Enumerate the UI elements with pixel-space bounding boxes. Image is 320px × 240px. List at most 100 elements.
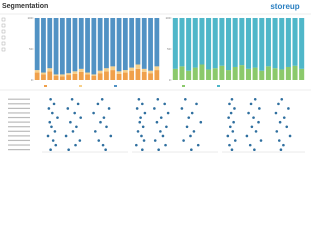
dot [69, 120, 72, 124]
bar-segment [245, 68, 252, 80]
bar-segment [186, 70, 192, 80]
bar-segment [192, 18, 198, 68]
dot [74, 143, 77, 147]
dot [102, 116, 106, 119]
dot [139, 116, 142, 119]
dot [277, 139, 281, 142]
bar-segment [53, 75, 59, 80]
dot [64, 134, 68, 138]
dot [184, 97, 187, 101]
bar-segment [129, 67, 135, 71]
dot [254, 130, 258, 133]
checkbox[interactable] [1, 35, 6, 40]
y-tick-label: 50 [29, 47, 33, 51]
bar-segment [206, 69, 212, 80]
dot [79, 116, 82, 119]
bar-segment [219, 65, 225, 80]
dot [253, 97, 257, 101]
row-label-placeholder [8, 112, 30, 114]
bar-segment [59, 76, 65, 80]
dot [245, 134, 249, 138]
dot [229, 111, 233, 115]
dot [153, 107, 156, 110]
legend-swatch [44, 85, 47, 87]
y-tick-label: 0 [31, 78, 33, 82]
bar-segment [135, 18, 141, 65]
dot [232, 120, 235, 124]
bar-segment [172, 18, 178, 69]
dot [227, 116, 230, 119]
dot [135, 143, 138, 147]
dot [67, 148, 70, 152]
dot [259, 139, 263, 142]
bar-segment [232, 66, 238, 80]
dot [230, 148, 234, 152]
dot [288, 134, 292, 138]
y-tick-label: 50 [167, 47, 171, 51]
dot [104, 148, 107, 152]
legend-swatch [182, 85, 185, 87]
row-label-placeholder [8, 103, 30, 105]
bar-segment [265, 66, 271, 80]
checkbox[interactable] [1, 17, 6, 22]
bar-segment [72, 73, 78, 80]
dot [199, 120, 203, 124]
dot [165, 125, 168, 129]
bar-segment [59, 18, 65, 75]
bar-segment [91, 18, 97, 75]
dot [258, 107, 261, 110]
dot [192, 130, 196, 133]
dot [285, 125, 289, 129]
bar-segment [104, 18, 109, 69]
bar-segment [53, 18, 59, 75]
row-label-placeholder [8, 116, 30, 119]
bar-segment [72, 71, 78, 74]
dot [92, 111, 95, 115]
bar-segment [104, 68, 109, 72]
dot [252, 116, 255, 119]
bar-segment [225, 70, 232, 80]
bar-segment [85, 72, 90, 75]
dot [180, 107, 184, 110]
dot [136, 130, 140, 133]
dot [141, 102, 144, 106]
dot [195, 102, 198, 106]
dot [190, 148, 193, 152]
row-label-placeholder [8, 126, 30, 128]
bar-segment [148, 18, 153, 71]
bar-segment [285, 66, 291, 80]
checkbox[interactable] [1, 47, 6, 52]
checkbox[interactable] [1, 23, 6, 28]
dot [189, 134, 192, 138]
bar-segment [186, 18, 192, 71]
bar-segment [225, 18, 232, 71]
dot [66, 107, 70, 110]
dot [153, 139, 157, 142]
dot [52, 102, 56, 106]
bar-segment [259, 70, 265, 80]
checkbox[interactable] [1, 41, 6, 46]
bar-segment [199, 18, 205, 65]
dot [135, 107, 139, 110]
dot [47, 107, 51, 110]
dot [228, 102, 231, 106]
bar-segment [66, 18, 72, 74]
bar-segment [148, 70, 153, 74]
dot [282, 116, 286, 119]
row-label-placeholder [8, 98, 30, 100]
bar-segment [135, 64, 141, 69]
bar-segment [34, 70, 40, 73]
bar-segment [172, 68, 178, 80]
dot [105, 125, 108, 129]
dot [159, 116, 163, 119]
checkbox[interactable] [1, 29, 6, 34]
dot [109, 134, 113, 138]
bar-segment [47, 71, 53, 80]
dot [76, 102, 80, 106]
dot [161, 134, 165, 138]
dot [96, 102, 100, 106]
bar-segment [122, 72, 128, 80]
dot [100, 97, 104, 101]
dot [287, 107, 290, 110]
dot [182, 139, 185, 142]
